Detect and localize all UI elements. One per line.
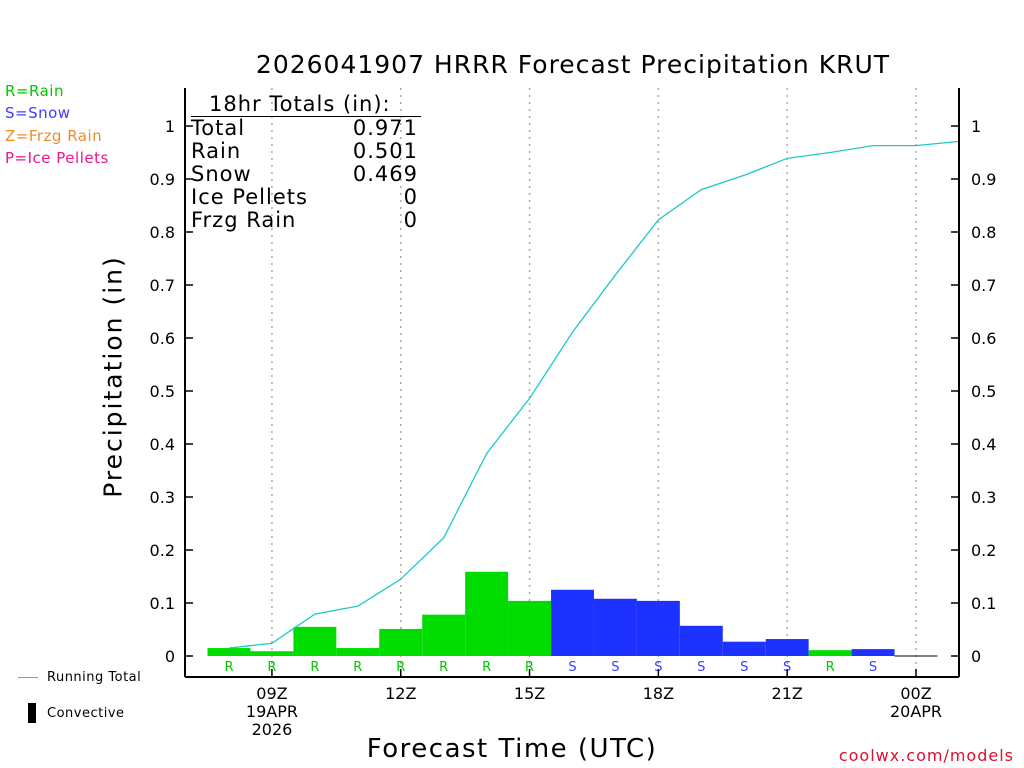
y-tick-label-right: 1	[971, 117, 981, 136]
y-tick-label-right: 0.3	[971, 488, 996, 507]
legend-snow: S=Snow	[5, 104, 71, 122]
snow-bar	[722, 641, 766, 656]
totals-row-ice-pellets: Ice Pellets 0	[191, 186, 421, 209]
credit-text: coolwx.com/models	[838, 746, 1014, 765]
precip-type-letter: S	[783, 660, 791, 675]
y-tick-label-right: 0.6	[971, 329, 996, 348]
snow-bar	[679, 625, 723, 656]
y-tick-label: 0.8	[150, 223, 175, 242]
rain-bar	[465, 571, 509, 656]
totals-label: Ice Pellets	[191, 185, 308, 209]
y-tick-label: 1	[165, 117, 175, 136]
precip-type-letter: R	[353, 660, 362, 675]
snow-bar	[636, 600, 680, 656]
precip-type-letter: S	[611, 660, 619, 675]
y-tick-label-right: 0.7	[971, 276, 996, 295]
y-tick-label-right: 0	[971, 647, 981, 666]
rain-bar	[293, 626, 337, 656]
precip-type-letter: R	[310, 660, 319, 675]
rain-bar	[250, 651, 294, 656]
totals-row-frzg-rain: Frzg Rain 0	[191, 209, 421, 232]
x-tick-label: 2026	[252, 720, 293, 739]
y-tick-label: 0.9	[150, 170, 175, 189]
y-tick-label: 0.1	[150, 594, 175, 613]
precip-type-letter: S	[697, 660, 705, 675]
y-tick-label-right: 0.2	[971, 541, 996, 560]
totals-row-total: Total 0.971	[191, 117, 421, 140]
precip-type-letter: R	[224, 660, 233, 675]
x-tick-label: 15Z	[514, 684, 545, 703]
precip-type-letter: R	[525, 660, 534, 675]
precip-type-letter: S	[654, 660, 662, 675]
totals-value: 0	[403, 185, 418, 209]
rain-bar	[808, 650, 852, 656]
x-tick-label: 09Z	[256, 684, 287, 703]
y-tick-label: 0.5	[150, 382, 175, 401]
x-axis-label: Forecast Time (UTC)	[366, 734, 658, 764]
y-tick-label-right: 0.1	[971, 594, 996, 613]
legend-frzg-rain: Z=Frzg Rain	[5, 127, 103, 145]
y-tick-label: 0.6	[150, 329, 175, 348]
y-tick-label: 0.4	[150, 435, 175, 454]
running-total-swatch	[18, 677, 38, 678]
convective-swatch	[28, 703, 36, 723]
legend-ice-pellets: P=Ice Pellets	[5, 149, 109, 167]
rain-bar	[422, 614, 466, 656]
totals-value: 0.501	[352, 139, 418, 163]
totals-label: Total	[191, 116, 246, 140]
precip-type-letter: R	[482, 660, 491, 675]
y-tick-label-right: 0.5	[971, 382, 996, 401]
precip-type-letter: S	[869, 660, 877, 675]
x-tick-label: 12Z	[385, 684, 416, 703]
y-tick-label: 0.2	[150, 541, 175, 560]
y-axis-label: Precipitation (in)	[98, 255, 128, 498]
running-total-legend-label: Running Total	[47, 670, 142, 685]
precip-type-letter: R	[439, 660, 448, 675]
y-tick-label-right: 0.8	[971, 223, 996, 242]
precip-type-letter: R	[826, 660, 835, 675]
totals-label: Snow	[191, 162, 252, 186]
snow-bar	[851, 649, 895, 656]
y-tick-label-right: 0.4	[971, 435, 996, 454]
x-tick-label: 20APR	[890, 702, 942, 721]
y-tick-label-right: 0.9	[971, 170, 996, 189]
totals-label: Rain	[191, 139, 242, 163]
y-tick-label: 0	[165, 647, 175, 666]
x-tick-label: 21Z	[772, 684, 803, 703]
totals-value: 0.971	[352, 116, 418, 140]
precip-type-letter: S	[568, 660, 576, 675]
totals-header: 18hr Totals (in):	[191, 92, 421, 117]
totals-row-rain: Rain 0.501	[191, 140, 421, 163]
totals-label: Frzg Rain	[191, 208, 297, 232]
totals-value: 0	[403, 208, 418, 232]
rain-bar	[207, 648, 251, 656]
snow-bar	[593, 598, 637, 656]
legend-rain: R=Rain	[5, 82, 64, 100]
snow-bar	[765, 639, 809, 656]
totals-value: 0.469	[352, 162, 418, 186]
chart-title: 2026041907 HRRR Forecast Precipitation K…	[255, 50, 891, 79]
totals-row-snow: Snow 0.469	[191, 163, 421, 186]
precip-type-letter: R	[267, 660, 276, 675]
x-tick-label: 18Z	[643, 684, 674, 703]
rain-bar	[508, 600, 552, 656]
rain-bar	[379, 628, 423, 656]
totals-box: 18hr Totals (in): Total 0.971 Rain 0.501…	[191, 92, 421, 232]
y-tick-label: 0.3	[150, 488, 175, 507]
x-tick-label: 00Z	[900, 684, 931, 703]
y-tick-label: 0.7	[150, 276, 175, 295]
rain-bar	[336, 648, 380, 656]
x-tick-label: 19APR	[246, 702, 298, 721]
precip-type-letter: R	[396, 660, 405, 675]
precip-type-letter: S	[740, 660, 748, 675]
snow-bar	[551, 589, 594, 656]
running-total-line	[228, 140, 960, 649]
convective-legend-label: Convective	[47, 706, 125, 721]
